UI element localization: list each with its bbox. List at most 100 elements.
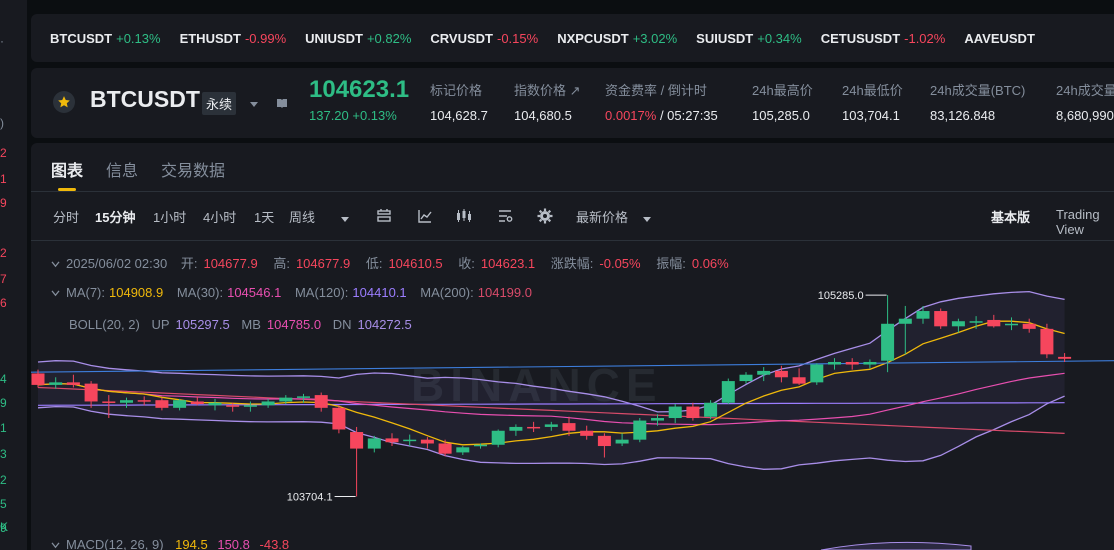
candle-body	[332, 407, 346, 430]
ticker-item[interactable]: CETUSUSDT -1.02%	[821, 31, 946, 46]
orderbook-panel-partial: ·) 2 1 9 2 7 6 4 9 1 3 2 5 9 K	[0, 0, 27, 550]
candle-body	[1022, 323, 1036, 329]
orderbook-fragment: K	[0, 520, 9, 534]
ticker-item[interactable]: ETHUSDT -0.99%	[180, 31, 287, 46]
book-icon[interactable]	[276, 96, 288, 114]
candle-body	[385, 438, 399, 443]
candle-body	[190, 401, 204, 405]
macd-value-2: 150.8	[217, 537, 250, 550]
candle-body	[297, 396, 310, 398]
ticker-change: +0.13%	[116, 30, 161, 46]
candle-body	[580, 430, 594, 436]
tab-info[interactable]: 信息	[106, 163, 139, 180]
collapse-chevron-icon[interactable]	[51, 261, 60, 268]
ticker-item[interactable]: AAVEUSDT	[964, 31, 1035, 46]
boll-label: BOLL(20, 2)	[69, 317, 140, 332]
timeframe-15m[interactable]: 15分钟	[95, 210, 136, 225]
candle-body	[651, 418, 664, 421]
stat-3: 24h最高价 105,285.0	[752, 80, 813, 123]
chart-toolbar: 分时 15分钟 1小时 4小时 1天 周线 最新价格 基本版 Trading V…	[31, 192, 1114, 241]
view-basic-button[interactable]: 基本版	[991, 210, 1031, 225]
last-price: 104623.1	[309, 76, 410, 103]
stat-value: 83,126.848	[930, 108, 1025, 123]
open-label: 开:	[180, 256, 198, 271]
stat-label: 标记价格	[430, 83, 483, 98]
stat-label[interactable]: 指数价格 ↗	[514, 83, 581, 98]
candle-body	[226, 405, 240, 407]
boll-up-value: 105297.5	[175, 317, 230, 332]
collapse-chevron-icon[interactable]	[51, 542, 60, 549]
symbol-header: BTCUSDT 永续 104623.1 137.20 +0.13% 标记价格 10…	[31, 68, 1114, 138]
low-annotation: 103704.1	[287, 491, 333, 503]
macd-band-edge	[820, 541, 972, 550]
timeframe-1d[interactable]: 1天	[254, 210, 275, 225]
symbol-name[interactable]: BTCUSDT	[90, 86, 200, 112]
collapse-chevron-icon[interactable]	[51, 290, 60, 297]
candle-body	[704, 402, 718, 417]
boll-dn-value: 104272.5	[357, 317, 412, 332]
boll-row: BOLL(20, 2) UP 105297.5 MB 104785.0 DN 1042…	[69, 317, 412, 332]
ticker-change: +0.34%	[757, 30, 802, 46]
timeframe-1h[interactable]: 1小时	[153, 210, 187, 225]
ticker-item[interactable]: SUIUSDT +0.34%	[696, 31, 802, 46]
candle-body	[456, 447, 470, 453]
open-value: 104677.9	[203, 256, 258, 271]
more-timeframes-caret-icon[interactable]	[340, 211, 350, 229]
timeframe-time[interactable]: 分时	[53, 210, 80, 225]
ticker-item[interactable]: NXPCUSDT +3.02%	[557, 31, 677, 46]
timeframe-4h[interactable]: 4小时	[203, 210, 237, 225]
ma200-label: MA(200):	[420, 285, 474, 300]
gear-icon[interactable]	[537, 208, 553, 229]
candle-body	[120, 400, 133, 403]
ma200-line	[37, 386, 1065, 434]
candle-body	[951, 321, 965, 327]
ticker-strip: BTCUSDT +0.13% ETHUSDT -0.99% UNIUSDT +0.82% C…	[31, 14, 1114, 62]
tab-chart[interactable]: 图表	[51, 163, 84, 180]
price-change: 137.20 +0.13%	[309, 108, 397, 123]
price-type-select[interactable]: 最新价格	[576, 210, 629, 225]
favorite-star-icon[interactable]	[53, 91, 75, 113]
stat-label: 24h最高价	[752, 83, 813, 98]
macd-value-3: -43.8	[259, 537, 290, 550]
ticker-symbol: BTCUSDT	[50, 30, 113, 46]
stat-value-main: 103,704.1	[842, 108, 900, 123]
candle-body	[633, 420, 647, 440]
candle-body	[208, 402, 222, 406]
stat-value: 0.0017% / 05:27:35	[605, 108, 718, 123]
chart-type-icon[interactable]	[376, 208, 392, 229]
boll-dn-label: DN	[332, 317, 352, 332]
ma200-value: 104199.0	[477, 285, 532, 300]
ticker-item[interactable]: UNIUSDT +0.82%	[305, 31, 411, 46]
orderbook-fragment: 6	[0, 296, 7, 310]
candle-body	[828, 361, 841, 365]
orderbook-fragment: )	[0, 116, 4, 130]
ma7-label: MA(7):	[66, 285, 105, 300]
candle-body	[367, 438, 381, 449]
tab-trading-data[interactable]: 交易数据	[161, 163, 226, 180]
ticker-item[interactable]: CRVUSDT -0.15%	[430, 31, 538, 46]
ticker-symbol: NXPCUSDT	[557, 30, 629, 46]
stat-value-main: 0.0017%	[605, 108, 657, 123]
timeframe-1w[interactable]: 周线	[289, 210, 316, 225]
orderbook-fragment: ·	[0, 34, 4, 48]
indicator-icon[interactable]	[417, 208, 433, 229]
ticker-item[interactable]: BTCUSDT +0.13%	[50, 31, 161, 46]
candle-body	[1058, 356, 1072, 359]
candle-body	[173, 400, 187, 408]
symbol-dropdown-caret-icon[interactable]	[249, 96, 259, 114]
candle-body	[350, 432, 364, 449]
candle-body	[509, 426, 523, 431]
price-type-caret-icon[interactable]	[642, 211, 652, 229]
drawing-tools-icon[interactable]	[497, 208, 513, 229]
stat-value-main: 104,628.7	[430, 108, 488, 123]
close-value: 104623.1	[480, 256, 536, 271]
change-value: -0.05%	[599, 256, 641, 271]
view-tradingview-button[interactable]: Trading View	[1056, 207, 1100, 237]
kline-chart[interactable]: BINANCE 105285.0 103704.1 2025/06/02 02:30…	[31, 241, 1114, 550]
candle-body	[84, 383, 98, 402]
last-price-line	[31, 360, 1114, 373]
low-value: 104610.5	[388, 256, 443, 271]
macd-row: MACD(12, 26, 9) 194.5 150.8 -43.8	[51, 537, 289, 550]
candle-body	[243, 405, 257, 407]
candles-icon[interactable]	[455, 208, 473, 229]
